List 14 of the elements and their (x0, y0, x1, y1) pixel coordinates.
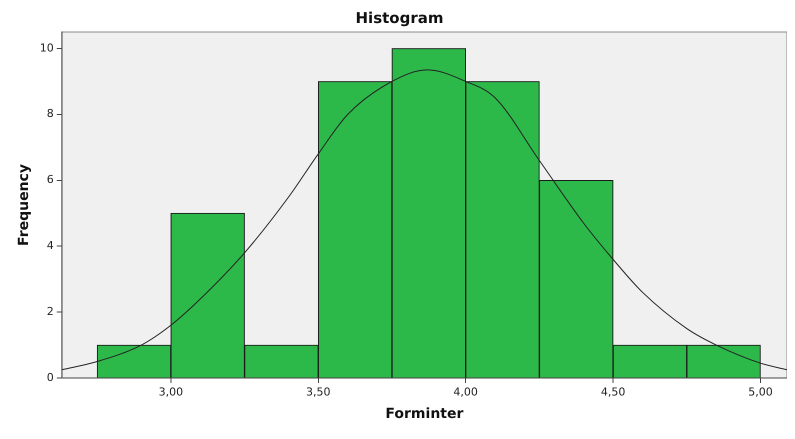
y-tick-label: 2 (46, 304, 54, 318)
y-axis-title: Frequency (16, 164, 32, 246)
x-tick-label: 4,00 (453, 385, 478, 398)
x-tick-label: 4,50 (600, 385, 626, 398)
y-tick-label: 8 (46, 107, 54, 120)
x-axis-title: Forminter (385, 406, 464, 422)
x-tick-label: 3,00 (158, 385, 184, 398)
y-tick-label: 10 (40, 41, 54, 54)
chart-title: Histogram (356, 8, 444, 27)
y-tick-label: 4 (46, 239, 54, 252)
y-tick-label: 6 (46, 173, 54, 186)
x-tick-label: 3,50 (306, 385, 331, 398)
y-tick-label: 0 (46, 370, 54, 384)
x-tick-label: 5,00 (748, 385, 773, 398)
